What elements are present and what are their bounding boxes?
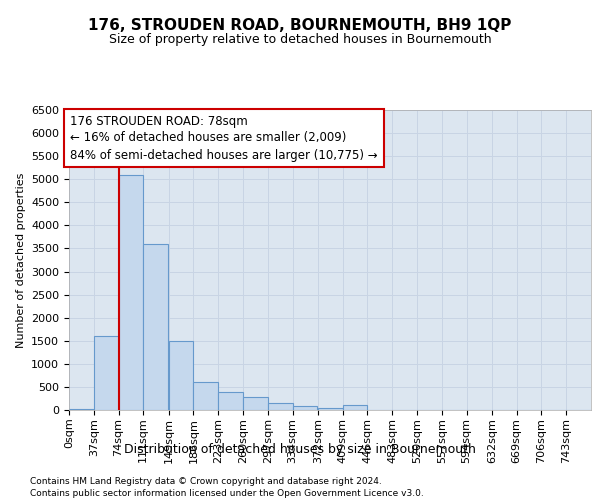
- Bar: [169, 341, 193, 410]
- Y-axis label: Number of detached properties: Number of detached properties: [16, 172, 26, 348]
- Bar: [268, 403, 293, 410]
- Text: Size of property relative to detached houses in Bournemouth: Size of property relative to detached ho…: [109, 32, 491, 46]
- Text: Contains public sector information licensed under the Open Government Licence v3: Contains public sector information licen…: [30, 489, 424, 498]
- Bar: [119, 174, 143, 410]
- Bar: [343, 406, 367, 410]
- Bar: [318, 408, 343, 410]
- Bar: [69, 408, 94, 410]
- Bar: [293, 406, 317, 410]
- Text: 176 STROUDEN ROAD: 78sqm
← 16% of detached houses are smaller (2,009)
84% of sem: 176 STROUDEN ROAD: 78sqm ← 16% of detach…: [70, 114, 378, 162]
- Bar: [94, 336, 119, 410]
- Text: Contains HM Land Registry data © Crown copyright and database right 2024.: Contains HM Land Registry data © Crown c…: [30, 478, 382, 486]
- Bar: [143, 244, 168, 410]
- Bar: [218, 392, 243, 410]
- Text: 176, STROUDEN ROAD, BOURNEMOUTH, BH9 1QP: 176, STROUDEN ROAD, BOURNEMOUTH, BH9 1QP: [88, 18, 512, 32]
- Text: Distribution of detached houses by size in Bournemouth: Distribution of detached houses by size …: [124, 442, 476, 456]
- Bar: [243, 397, 268, 410]
- Bar: [193, 382, 218, 410]
